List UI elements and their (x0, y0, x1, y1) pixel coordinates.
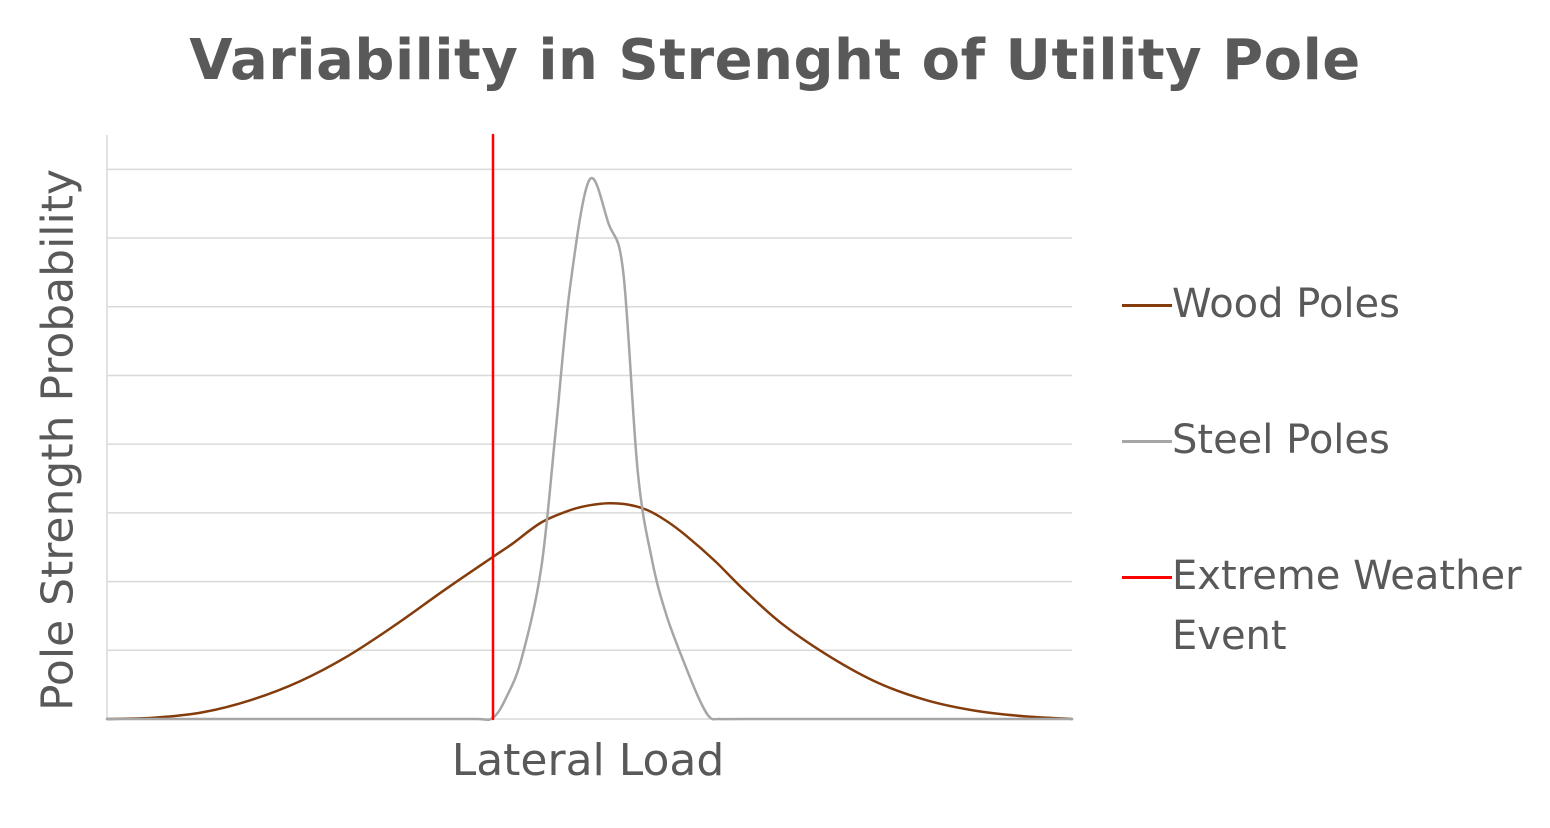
legend-swatch-wood-poles (1122, 304, 1172, 307)
series-line-steel-poles (105, 176, 1074, 722)
legend-swatch-steel-poles (1122, 440, 1172, 443)
legend-item-wood-poles: Wood Poles (1122, 280, 1550, 334)
legend-label-steel-poles: Steel Poles (1172, 417, 1390, 463)
legend-item-extreme-weather-event: Extreme Weather Event (1122, 552, 1532, 666)
series-line-wood-poles (105, 501, 1074, 721)
axes (106, 135, 1072, 720)
legend-label-wood-poles: Wood Poles (1172, 281, 1400, 327)
legend-swatch-extreme-weather-event (1122, 576, 1172, 579)
legend-item-steel-poles: Steel Poles (1122, 416, 1550, 470)
chart-title: Variability in Strenght of Utility Pole (189, 28, 1361, 93)
series-lines (105, 133, 1074, 722)
x-axis-label: Lateral Load (451, 735, 725, 786)
legend-label-extreme-weather-event: Extreme Weather Event (1172, 553, 1522, 659)
y-axis-label: Pole Strength Probability (32, 168, 84, 712)
gridlines (107, 168, 1072, 652)
